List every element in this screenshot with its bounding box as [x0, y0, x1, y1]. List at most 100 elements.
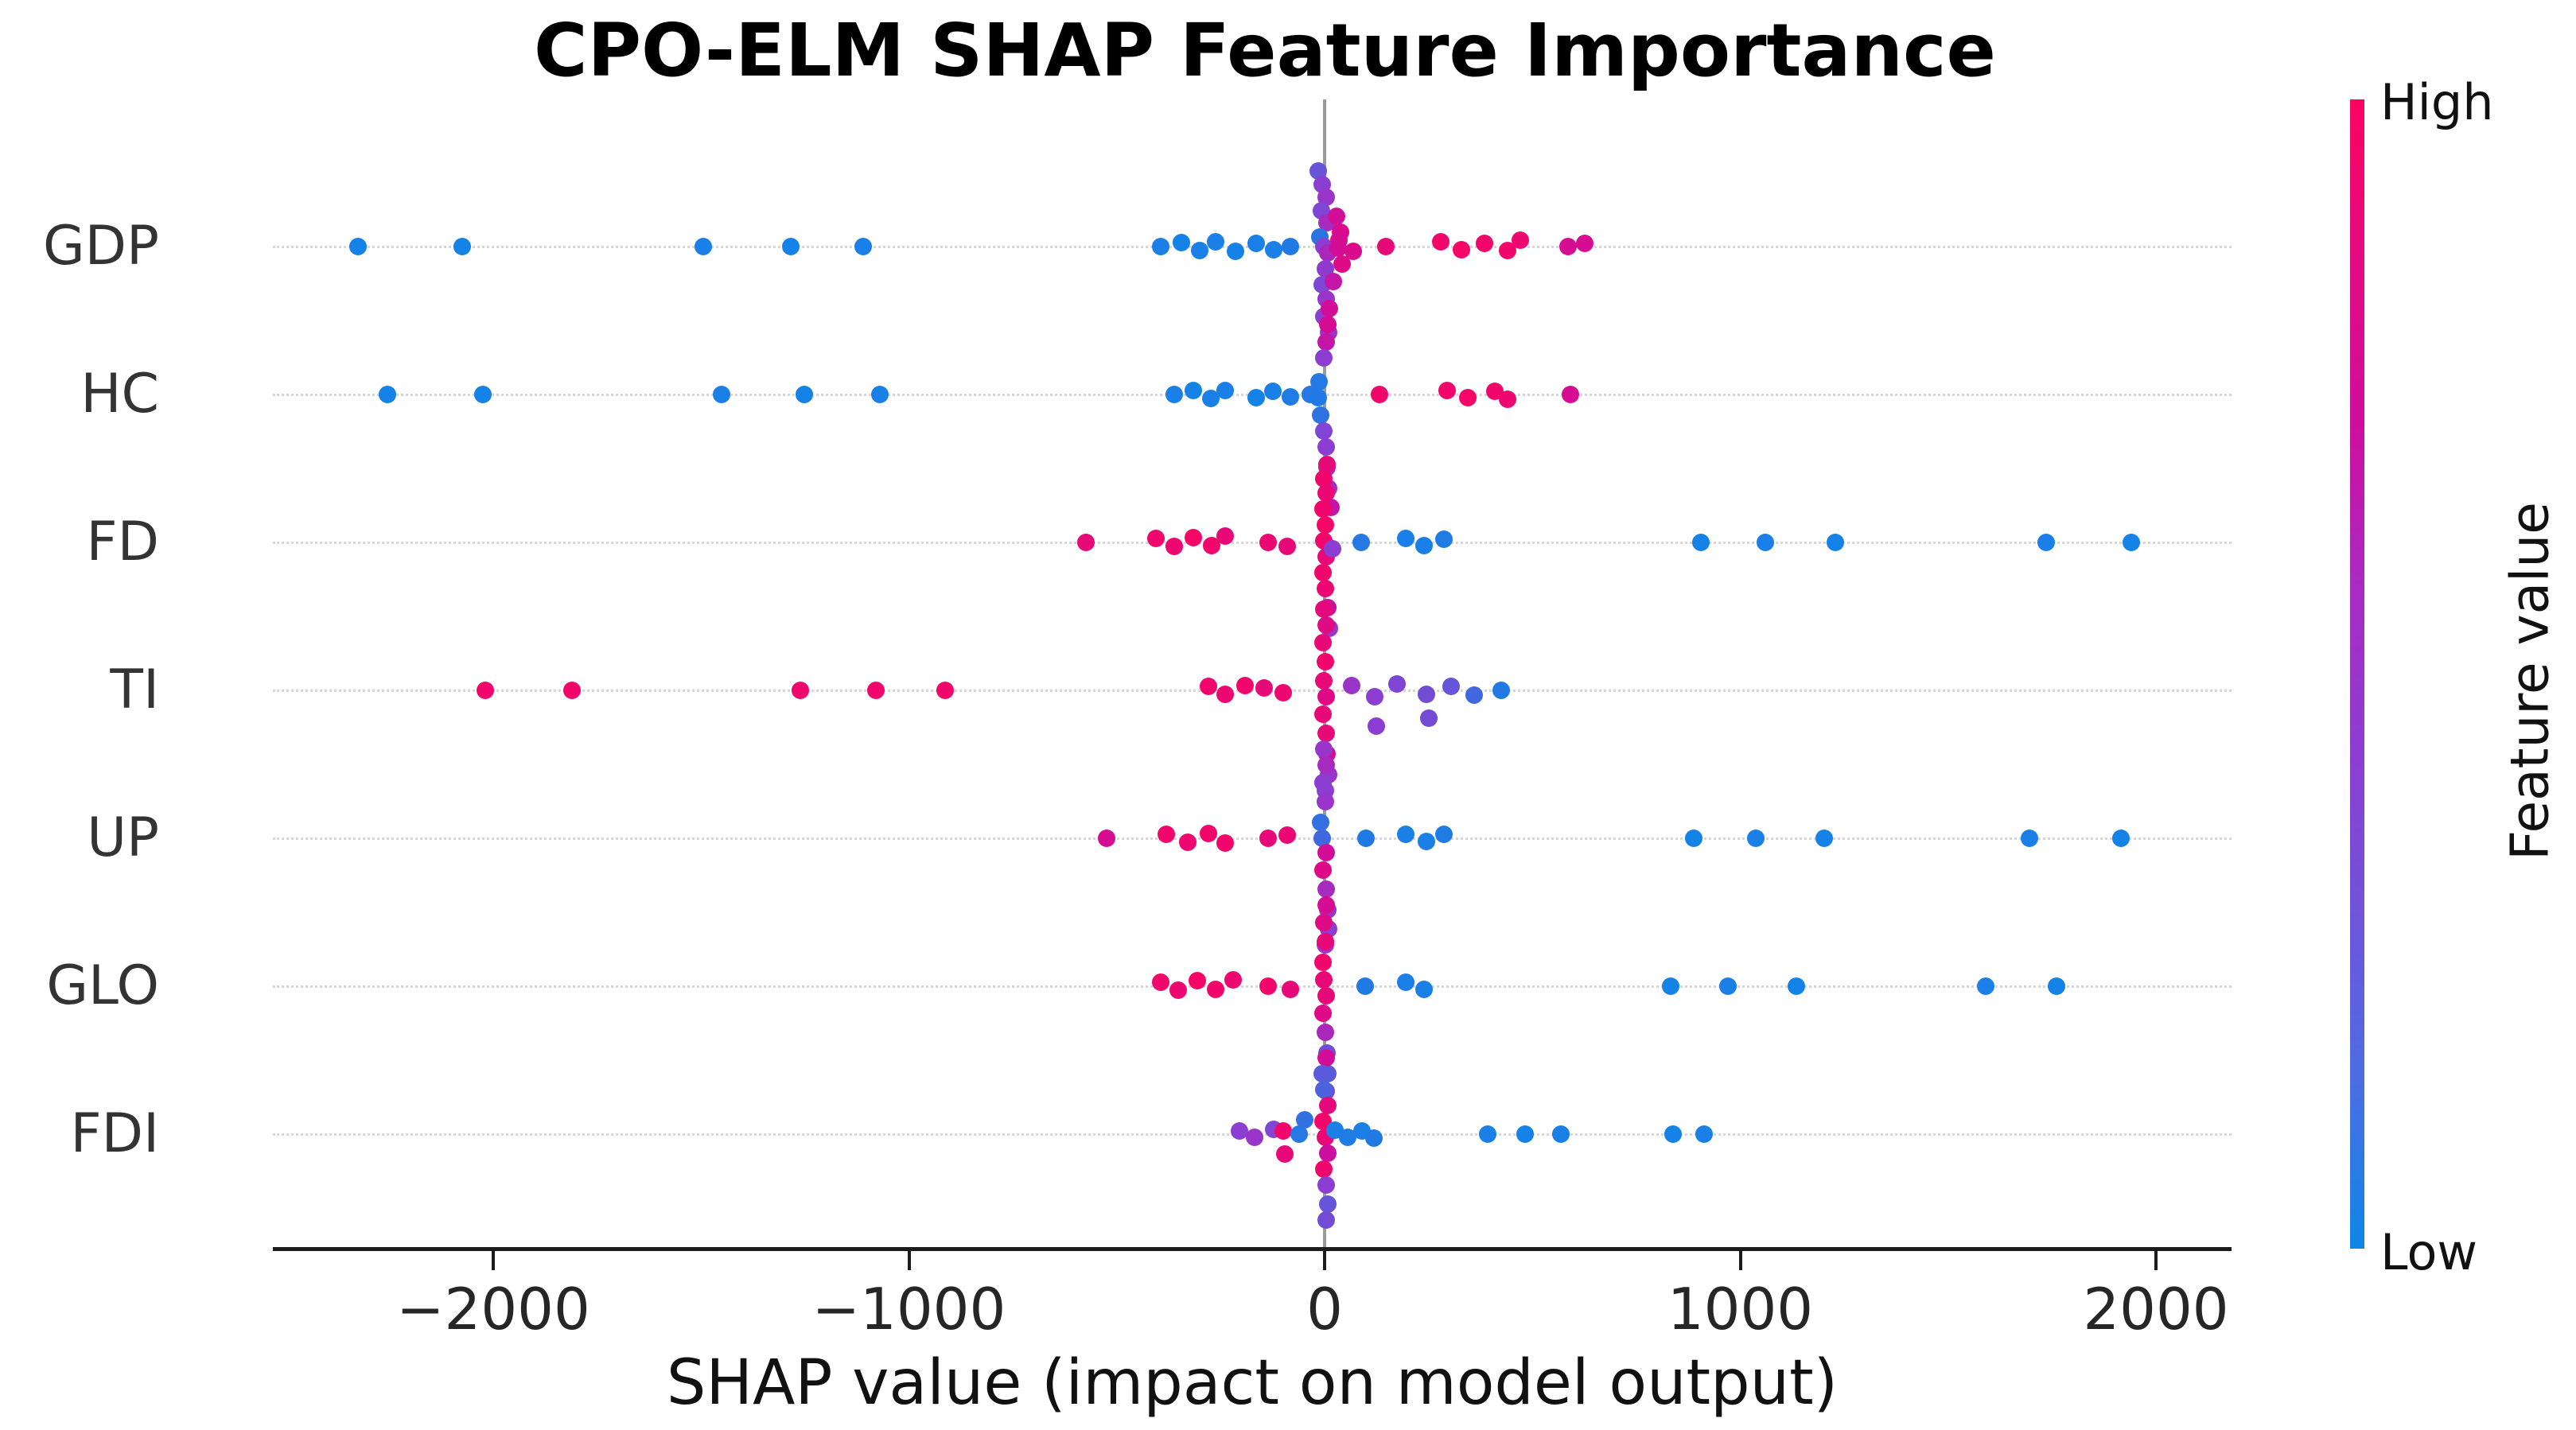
shap-dot	[1313, 634, 1332, 651]
gridline-TI	[273, 690, 2232, 692]
shap-dot	[1317, 933, 1335, 950]
shap-dot	[1498, 391, 1516, 408]
shap-dot	[1097, 830, 1115, 847]
y-tick-label-FDI: FDI	[70, 1102, 159, 1165]
shap-dot	[1747, 830, 1765, 847]
shap-dot	[1388, 675, 1407, 693]
shap-dot	[1199, 825, 1217, 842]
shap-dot	[1317, 793, 1335, 810]
shap-dot	[1178, 834, 1197, 851]
shap-dot	[1325, 273, 1343, 290]
shap-dot	[1185, 382, 1203, 399]
shap-dot	[1317, 653, 1335, 670]
x-tick-mark	[2154, 1251, 2158, 1270]
shap-dot	[1419, 709, 1438, 727]
shap-dot	[1317, 333, 1336, 351]
shap-dot	[1165, 386, 1183, 403]
x-tick-label: −1000	[811, 1276, 1006, 1343]
shap-dot	[1434, 826, 1453, 843]
shap-dot	[1226, 243, 1244, 260]
x-tick-label: 0	[1306, 1276, 1343, 1343]
shap-dot	[1492, 682, 1511, 699]
shap-dot	[1313, 830, 1331, 847]
shap-dot	[2122, 534, 2140, 551]
shap-dot	[1259, 830, 1278, 847]
shap-dot	[1314, 672, 1333, 690]
shap-dot	[1207, 233, 1225, 251]
shap-dot	[1315, 971, 1333, 989]
shap-dot	[1826, 534, 1844, 551]
shap-dot	[936, 682, 955, 699]
x-tick-mark	[492, 1251, 495, 1270]
shap-dot	[563, 682, 582, 699]
shap-dot	[1317, 438, 1336, 456]
shap-dot	[1314, 861, 1333, 879]
shap-dot	[1265, 241, 1283, 258]
shap-dot	[1396, 826, 1414, 843]
shap-dot	[1158, 826, 1176, 843]
shap-dot	[1151, 238, 1169, 255]
shap-dot	[1691, 534, 1710, 551]
shap-dot	[1465, 686, 1484, 704]
shap-dot	[1327, 208, 1345, 225]
shap-dot	[1315, 1081, 1333, 1098]
shap-dot	[1185, 529, 1203, 546]
shap-dot	[1575, 235, 1593, 252]
shap-dot	[1313, 954, 1332, 971]
shap-dot	[1314, 914, 1333, 931]
shap-dot	[1516, 1125, 1535, 1143]
shap-dot	[1815, 830, 1834, 847]
shap-dot	[1259, 534, 1278, 551]
shap-dot	[1317, 896, 1336, 914]
shap-dot	[1314, 470, 1333, 488]
shap-dot	[1338, 1129, 1356, 1146]
shap-dot	[1558, 238, 1577, 255]
shap-dot	[1479, 1125, 1497, 1143]
shap-dot	[1377, 238, 1395, 255]
shap-dot	[1314, 740, 1333, 758]
y-tick-label-GDP: GDP	[42, 215, 159, 278]
x-axis-label: SHAP value (impact on model output)	[666, 1347, 1839, 1419]
shap-dot	[1756, 534, 1774, 551]
shap-dot	[1498, 242, 1516, 259]
shap-dot	[1551, 1125, 1570, 1143]
shap-dot	[1368, 717, 1386, 735]
y-tick-label-UP: UP	[87, 806, 159, 869]
shap-dot	[1562, 386, 1580, 403]
shap-dot	[1317, 1211, 1336, 1229]
shap-dot	[1324, 540, 1342, 558]
shap-dot	[1511, 231, 1529, 249]
shap-dot	[1318, 1144, 1337, 1162]
shap-dot	[1278, 538, 1296, 555]
shap-dot	[791, 682, 809, 699]
shap-dot	[1311, 406, 1329, 424]
shap-dot	[1313, 1065, 1331, 1082]
shap-dot	[1247, 389, 1265, 406]
shap-dot	[1317, 1049, 1336, 1067]
shap-dot	[1276, 1145, 1294, 1163]
shap-dot	[1216, 382, 1234, 399]
shap-dot	[870, 386, 889, 403]
shap-dot	[694, 238, 712, 255]
gridline-UP	[273, 837, 2232, 840]
shap-dot	[1191, 242, 1209, 259]
colorbar-low-label: Low	[2380, 1223, 2478, 1281]
shap-dot	[1199, 678, 1217, 695]
shap-dot	[349, 238, 368, 255]
x-tick-mark	[907, 1251, 911, 1270]
shap-dot	[1317, 1176, 1336, 1194]
shap-dot	[1432, 233, 1450, 251]
shap-dot	[378, 386, 396, 403]
shap-dot	[1333, 255, 1351, 273]
shap-dot	[1151, 973, 1169, 991]
shap-dot	[1342, 677, 1360, 694]
x-axis-spine	[273, 1247, 2232, 1251]
shap-dot	[1442, 678, 1461, 695]
shap-dot	[1396, 530, 1414, 547]
shap-dot	[1282, 238, 1300, 255]
shap-dot	[1224, 971, 1243, 989]
shap-dot	[1314, 1004, 1333, 1022]
shap-dot	[1352, 534, 1370, 551]
shap-dot	[1317, 616, 1336, 634]
shap-dot	[1247, 235, 1265, 252]
